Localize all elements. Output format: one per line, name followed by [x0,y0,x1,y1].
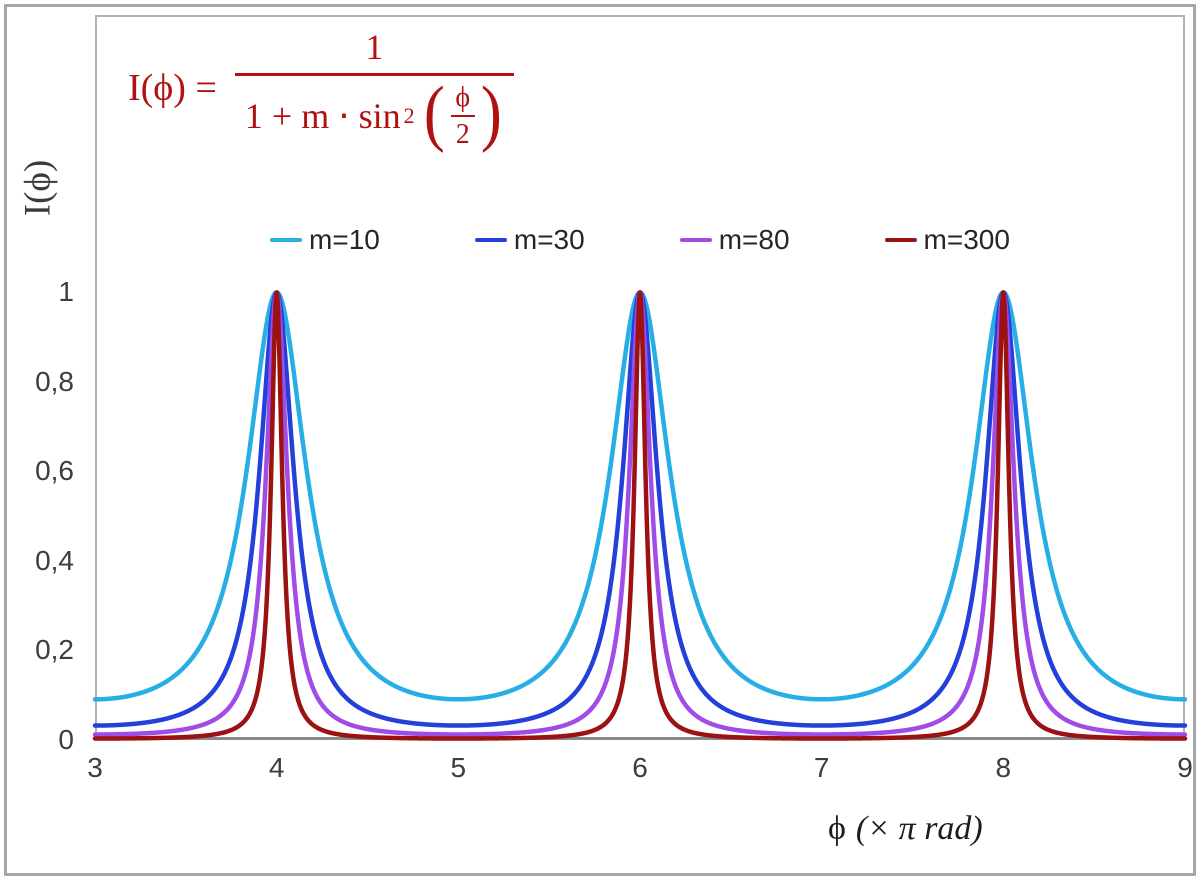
legend-swatch [679,238,712,242]
x-tick-4: 4 [268,752,285,783]
legend-item-m=10: m=10 [270,224,380,256]
legend: m=10 m=30 m=80 m=300 [95,224,1185,256]
legend-label: m=30 [513,224,585,255]
legend-swatch [474,238,507,242]
legend-swatch [270,238,303,242]
y-tick-0_6: 0,6 [35,455,74,487]
y-tick-0: 0 [58,724,74,755]
legend-label: m=80 [718,224,790,255]
legend-item-m=300: m=300 [884,224,1010,256]
legend-label: m=300 [923,224,1010,255]
y-tick-0_8: 0,8 [35,365,74,397]
legend-label: m=10 [309,224,380,255]
close-paren: ) [480,71,502,154]
x-tick-6: 6 [632,752,648,783]
formula-fraction: 1 1 + m ⋅ sin 2 ( ϕ 2 ) [234,26,514,154]
legend-swatch [884,238,917,242]
plot-area [92,290,1188,741]
formula-lhs: I(ϕ) = [128,66,217,109]
y-axis-title: I(ϕ) [17,159,59,217]
plot-area-border [95,15,1185,740]
y-tick-1: 1 [58,276,74,308]
y-tick-0_4: 0,4 [35,544,74,576]
x-axis-title: ϕ (× π rad) [828,810,983,848]
curve-m=80 [92,290,1188,737]
formula: I(ϕ) = 1 1 + m ⋅ sin 2 ( ϕ 2 ) [128,26,514,150]
open-paren: ( [423,71,445,154]
legend-item-m=80: m=80 [679,224,790,256]
x-axis-title-symbol: ϕ [828,810,846,847]
x-tick-7: 7 [813,752,830,783]
inner-denominator: 2 [450,115,475,150]
inner-numerator: ϕ [455,82,471,113]
curve-m=300 [92,290,1188,741]
formula-den-exponent: 2 [403,103,415,129]
x-tick-9: 9 [1177,752,1193,783]
formula-numerator: 1 [365,27,384,67]
x-tick-5: 5 [450,752,467,783]
curve-m=30 [92,290,1188,728]
x-axis-title-unit: (× π rad) [855,810,983,847]
y-tick-0_2: 0,2 [35,634,74,666]
formula-den-main: 1 + m ⋅ sin [244,96,401,137]
x-tick-8: 8 [995,752,1012,783]
x-tick-3: 3 [87,752,103,783]
formula-inner-fraction: ϕ 2 [450,83,475,150]
legend-item-m=30: m=30 [474,224,585,256]
formula-denominator: 1 + m ⋅ sin 2 ( ϕ 2 ) [234,71,514,154]
